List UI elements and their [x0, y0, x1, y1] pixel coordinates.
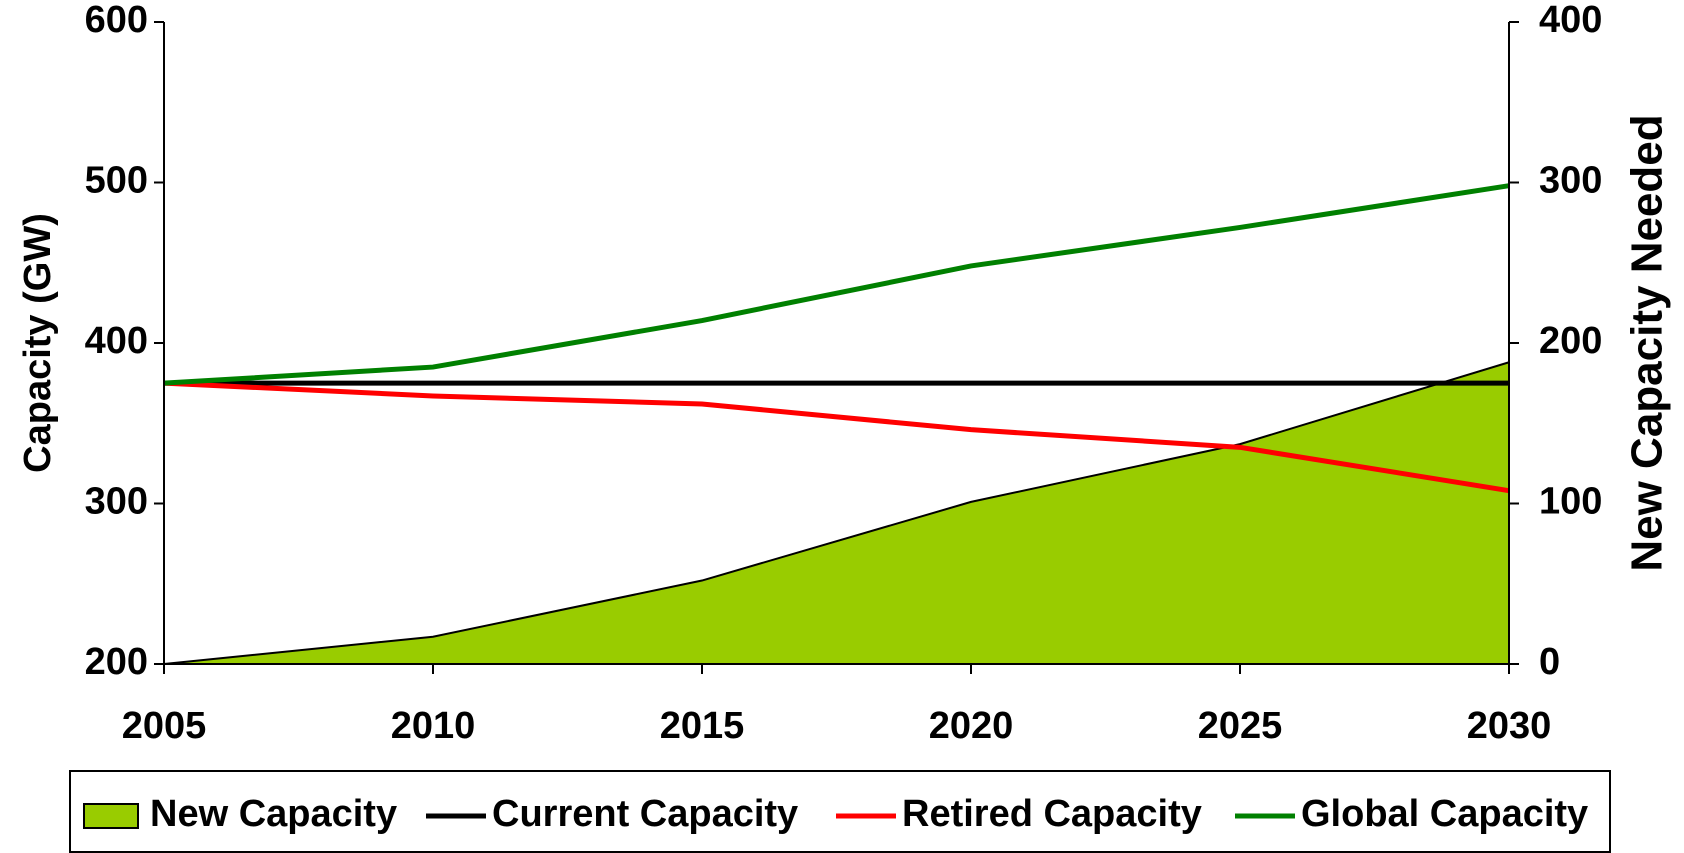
- line: [163, 183, 1510, 386]
- area: [163, 360, 1510, 665]
- y2-tick-label: 400: [1539, 0, 1602, 41]
- y2-axis-label: New Capacity Needed: [1623, 114, 1672, 571]
- y2-tick-label: 100: [1539, 481, 1602, 523]
- y-tick-label: 600: [85, 0, 148, 41]
- y2-tick-label: 0: [1539, 641, 1560, 683]
- legend-label: Retired Capacity: [902, 793, 1202, 835]
- x-tick-label: 2005: [122, 705, 207, 747]
- x-tick-label: 2010: [391, 705, 476, 747]
- y2-tick-label: 200: [1539, 320, 1602, 362]
- y-tick-label: 400: [85, 320, 148, 362]
- legend-swatch: [83, 803, 139, 829]
- legend-box: [69, 770, 1611, 853]
- x-tick-label: 2020: [929, 705, 1014, 747]
- legend-label: New Capacity: [150, 793, 397, 835]
- y-tick-label: 300: [85, 481, 148, 523]
- x-tick-label: 2030: [1467, 705, 1552, 747]
- x-tick-label: 2015: [660, 705, 745, 747]
- line: [163, 380, 1510, 494]
- legend-label: Global Capacity: [1301, 793, 1588, 835]
- y-axis-label: Capacity (GW): [17, 213, 59, 473]
- x-tick-label: 2025: [1198, 705, 1283, 747]
- y-tick-label: 200: [85, 641, 148, 683]
- y-tick-label: 500: [85, 160, 148, 202]
- legend-label: Current Capacity: [492, 793, 798, 835]
- y2-tick-label: 300: [1539, 160, 1602, 202]
